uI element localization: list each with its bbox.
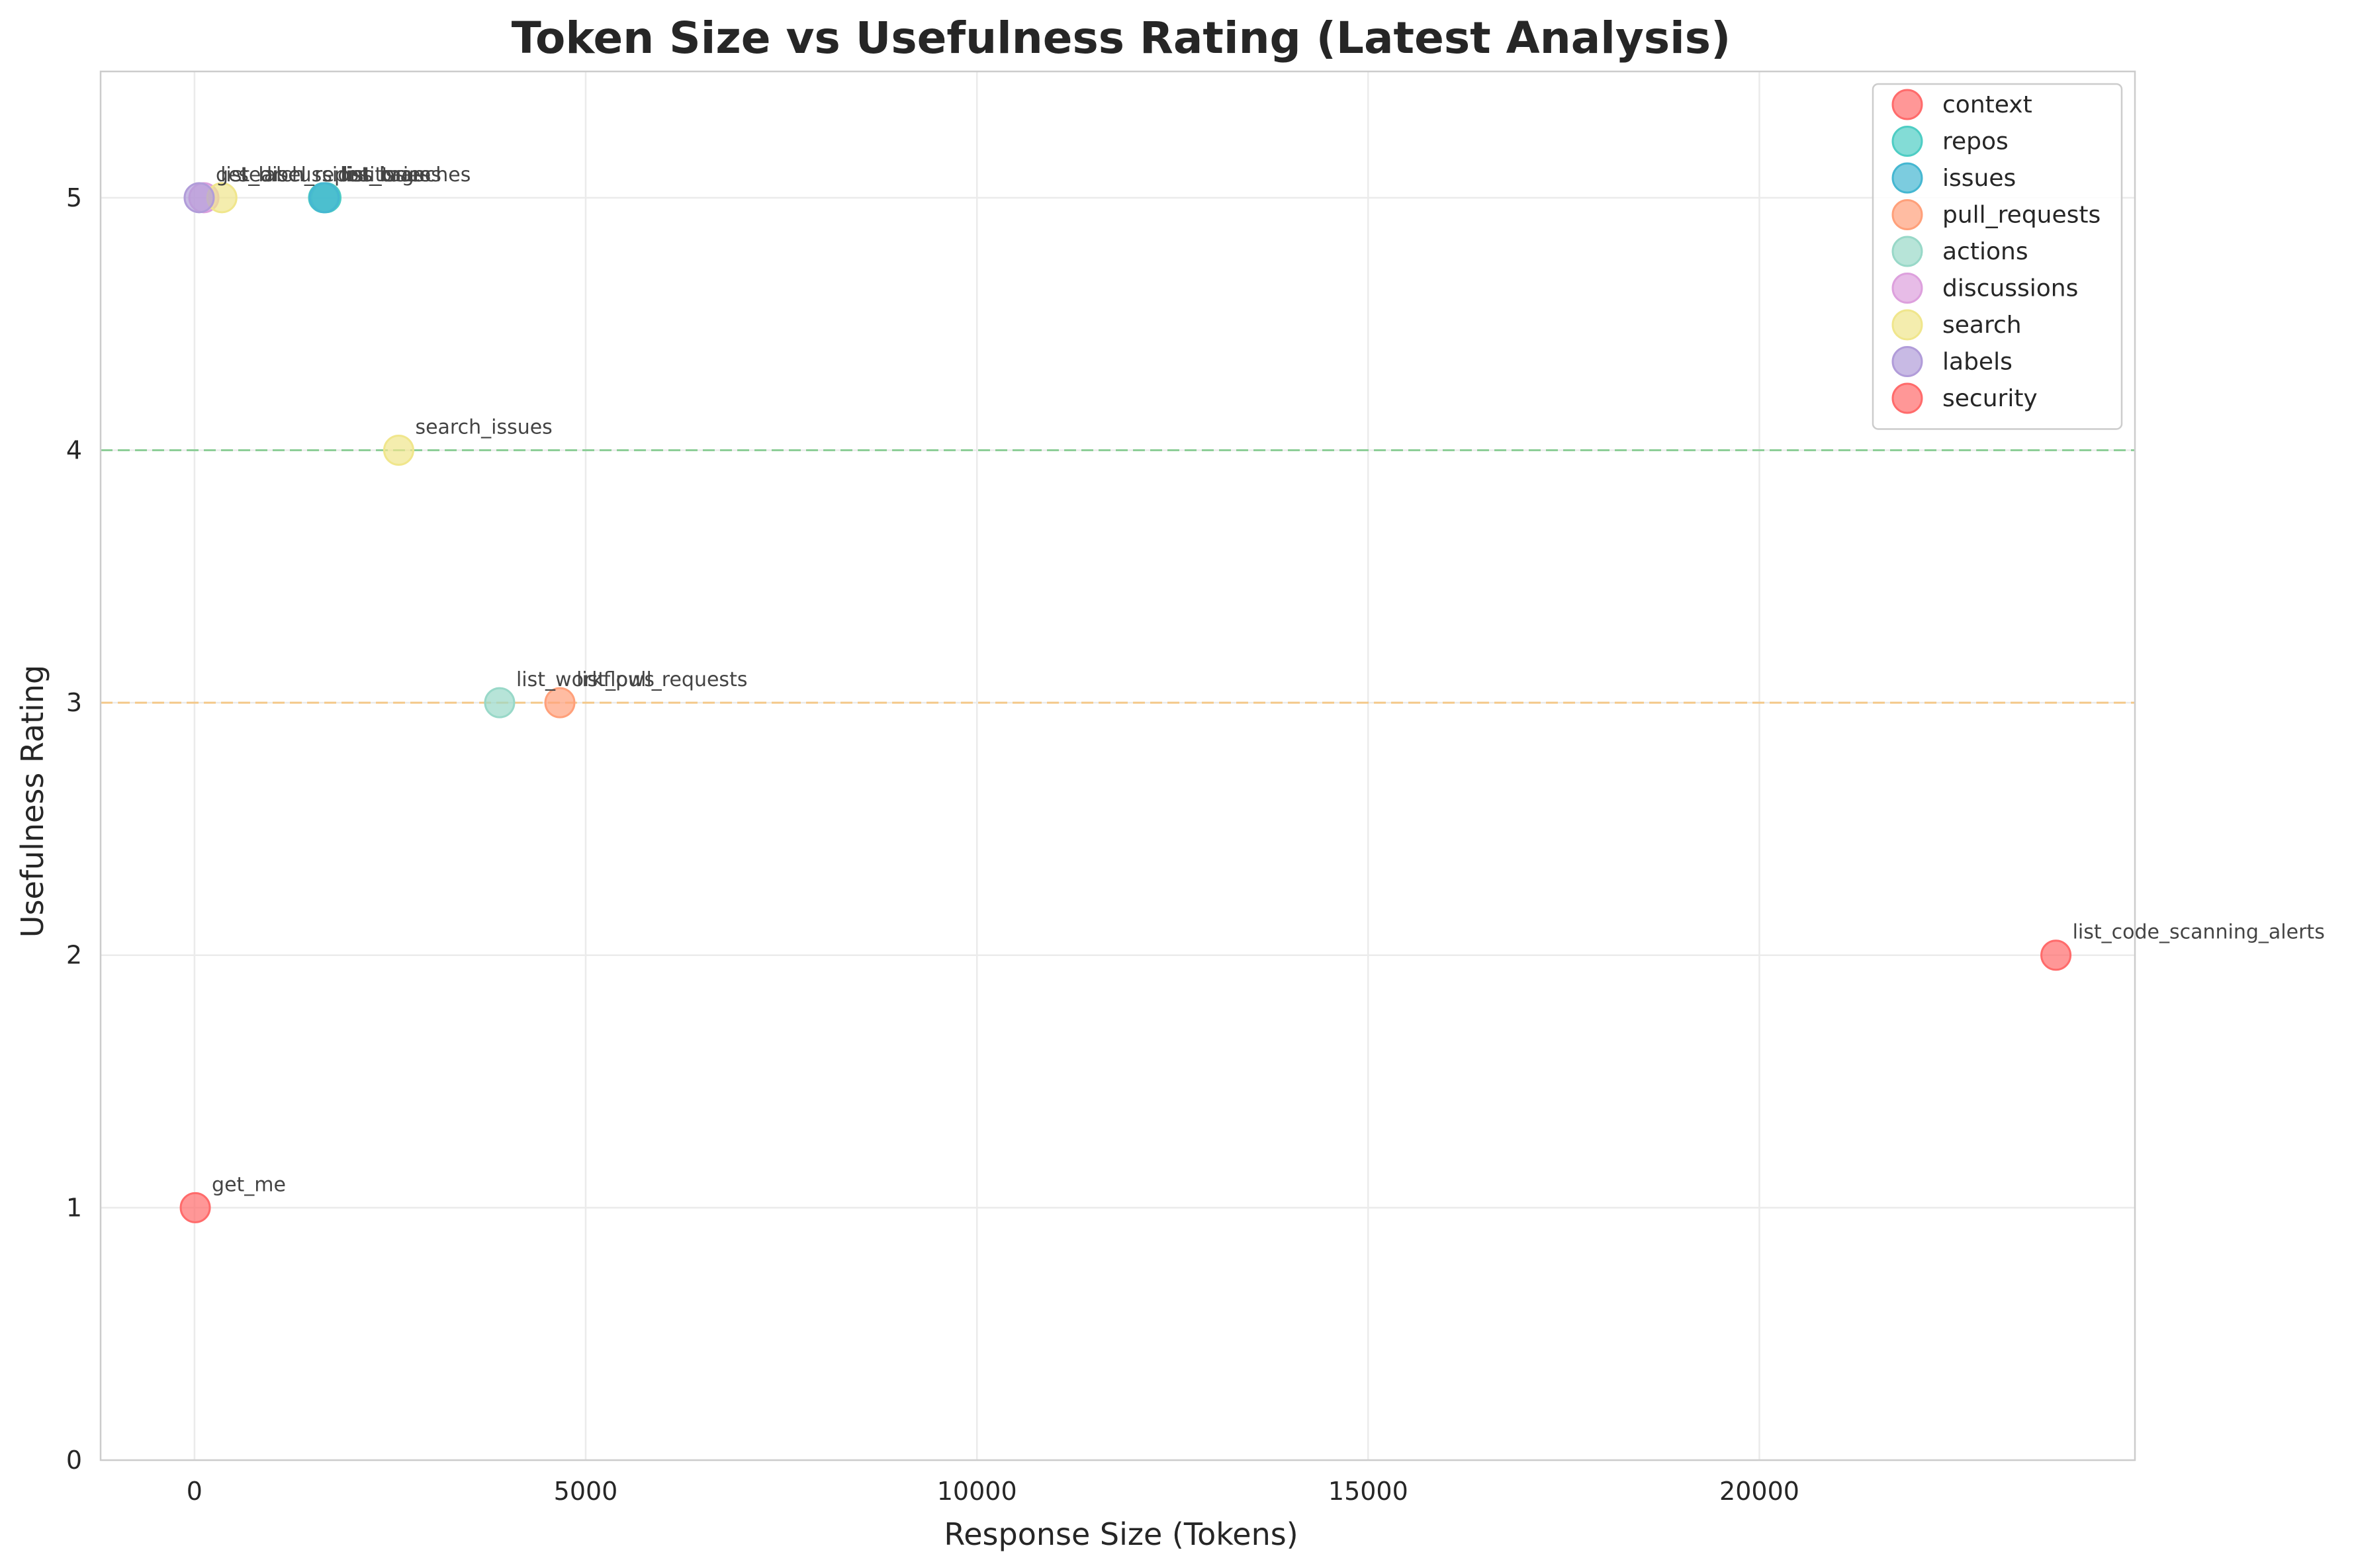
point-label: search_repositories xyxy=(238,163,431,187)
legend-entry: discussions xyxy=(1942,275,2078,302)
legend-marker xyxy=(1891,273,1923,304)
legend-entry: pull_requests xyxy=(1942,202,2101,229)
point-label: list_pull_requests xyxy=(576,668,747,691)
y-tick-label: 5 xyxy=(66,183,82,212)
scatter-point xyxy=(544,687,576,719)
legend-marker xyxy=(1891,309,1923,341)
point-label: search_issues xyxy=(415,415,552,439)
legend-entry: actions xyxy=(1942,238,2028,265)
point-label: list_discussions xyxy=(220,163,373,187)
scatter-point xyxy=(2040,939,2072,971)
x-axis-label: Response Size (Tokens) xyxy=(944,1516,1298,1552)
data-points xyxy=(179,182,2072,1223)
x-tick-label: 10000 xyxy=(937,1477,1017,1506)
point-label: get_label xyxy=(216,163,306,187)
y-tick-label: 0 xyxy=(66,1446,82,1475)
x-axis-ticks: 0 5000 10000 15000 20000 xyxy=(187,1477,1799,1506)
chart-title: Token Size vs Usefulness Rating (Latest … xyxy=(512,13,1731,64)
y-tick-label: 1 xyxy=(66,1193,82,1222)
legend-entry: security xyxy=(1942,385,2038,412)
plot-frame xyxy=(99,70,2136,1461)
y-tick-label: 3 xyxy=(66,688,82,717)
y-axis-label: Usefulness Rating xyxy=(15,665,50,937)
y-tick-label: 2 xyxy=(66,941,82,970)
legend-marker xyxy=(1891,236,1923,267)
reference-lines xyxy=(101,449,2135,704)
x-tick-label: 0 xyxy=(187,1477,203,1506)
point-label: get_me xyxy=(212,1173,286,1196)
x-tick-label: 5000 xyxy=(554,1477,618,1506)
y-axis-ticks: 0 1 2 3 4 5 xyxy=(66,183,82,1475)
point-labels: get_melist_brancheslist_tagslist_issuesl… xyxy=(212,163,2325,1197)
y-tick-label: 4 xyxy=(66,435,82,464)
legend-marker xyxy=(1891,162,1923,194)
point-label: list_workflows xyxy=(516,668,655,691)
legend-entry: repos xyxy=(1942,128,2009,155)
x-tick-label: 15000 xyxy=(1328,1477,1408,1506)
legend-marker xyxy=(1891,382,1923,414)
legend-entry: issues xyxy=(1942,165,2016,192)
scatter-point xyxy=(179,1192,211,1223)
legend-marker xyxy=(1891,89,1923,120)
legend-frame xyxy=(1872,83,2123,430)
point-label: list_issues xyxy=(341,163,441,187)
legend-marker xyxy=(1891,346,1923,377)
x-tick-label: 20000 xyxy=(1719,1477,1799,1506)
scatter-point xyxy=(383,434,414,466)
legend-entry: labels xyxy=(1942,349,2013,376)
scatter-point xyxy=(308,182,340,214)
point-label: list_tags xyxy=(343,163,425,187)
legend-marker xyxy=(1891,126,1923,157)
legend-marker xyxy=(1891,199,1923,230)
point-label: list_code_scanning_alerts xyxy=(2073,921,2325,944)
scatter-point xyxy=(183,182,215,214)
legend-entry: context xyxy=(1942,91,2032,118)
scatter-point xyxy=(484,687,516,719)
point-label: list_branches xyxy=(340,163,471,187)
legend-entry: search xyxy=(1942,312,2022,339)
